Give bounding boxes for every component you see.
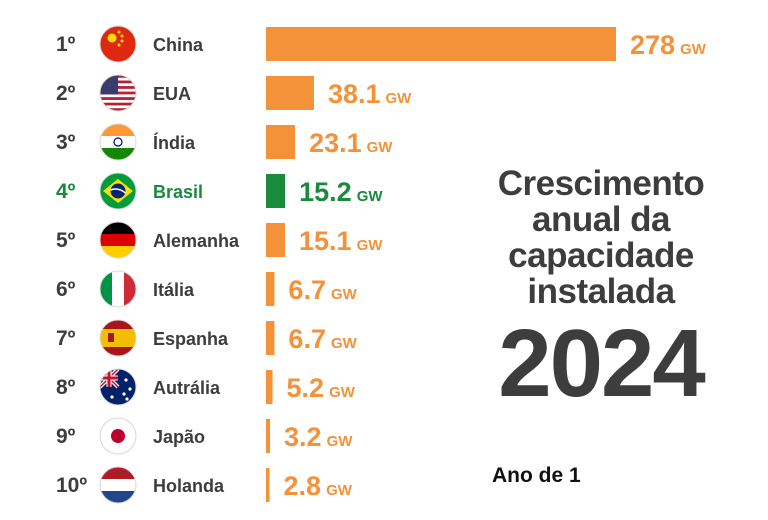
bar	[266, 27, 616, 61]
title-line-3: capacidade	[508, 236, 694, 275]
japan-flag-icon	[99, 417, 137, 455]
italy-flag-icon	[99, 270, 137, 308]
bar	[266, 125, 296, 159]
title-line-2: anual da	[532, 200, 670, 239]
rank-label: 10º	[56, 474, 87, 497]
ranking-row: 4º Brasil 15.2 GW	[56, 172, 383, 210]
rank-label: 7º	[56, 327, 76, 350]
ranking-row: 1º China 278 GW	[56, 25, 707, 63]
value-label: 15.1 GW	[299, 226, 383, 256]
country-label: EUA	[153, 84, 191, 104]
bar	[266, 468, 270, 502]
bar	[266, 370, 273, 404]
rank-label: 3º	[56, 131, 76, 154]
bar	[266, 76, 314, 110]
germany-flag-icon	[99, 221, 137, 259]
ranking-row: 8º Autrália 5.2 GW	[56, 368, 356, 406]
subtitle: Ano de 1	[492, 464, 581, 487]
country-label: Índia	[153, 132, 196, 153]
title-line-4: instalada	[527, 272, 675, 311]
ranking-row: 3º Índia 23.1 GW	[56, 123, 393, 161]
country-label: Holanda	[153, 476, 225, 496]
rank-label: 5º	[56, 229, 76, 252]
ranking-row: 9º Japão 3.2 GW	[56, 417, 353, 455]
rank-label: 2º	[56, 82, 76, 105]
ranking-row: 7º Espanha 6.7 GW	[56, 319, 358, 357]
rank-label: 4º	[56, 180, 76, 203]
bar	[266, 272, 275, 306]
value-label: 5.2 GW	[287, 373, 356, 403]
rank-label: 6º	[56, 278, 76, 301]
bar	[266, 174, 286, 208]
value-label: 2.8 GW	[284, 471, 353, 501]
value-label: 6.7 GW	[288, 324, 357, 354]
ranking-row: 2º EUA 38.1 GW	[56, 74, 412, 112]
value-label: 3.2 GW	[284, 422, 353, 452]
country-label: Alemanha	[153, 231, 240, 251]
title-block: Crescimento anual da capacidade instalad…	[470, 166, 732, 412]
country-label: Espanha	[153, 329, 229, 349]
netherlands-flag-icon	[99, 466, 137, 504]
ranking-row: 6º Itália 6.7 GW	[56, 270, 358, 308]
country-label: Brasil	[153, 182, 203, 202]
rank-label: 9º	[56, 425, 76, 448]
value-label: 6.7 GW	[288, 275, 357, 305]
rank-label: 8º	[56, 376, 76, 399]
country-label: Autrália	[153, 378, 221, 398]
bar	[266, 321, 275, 355]
usa-flag-icon	[99, 74, 137, 112]
country-label: China	[153, 35, 204, 55]
value-label: 278 GW	[630, 30, 707, 60]
india-flag-icon	[99, 123, 137, 161]
china-flag-icon	[99, 25, 137, 63]
spain-flag-icon	[99, 319, 137, 357]
australia-flag-icon	[99, 368, 137, 406]
bar	[266, 419, 271, 453]
brazil-flag-icon	[99, 172, 137, 210]
country-label: Itália	[153, 280, 195, 300]
bar	[266, 223, 286, 257]
year-label: 2024	[498, 310, 706, 417]
country-label: Japão	[153, 427, 205, 447]
ranking-row: 5º Alemanha 15.1 GW	[56, 221, 383, 259]
value-label: 38.1 GW	[328, 79, 412, 109]
rank-label: 1º	[56, 33, 76, 56]
ranking-row: 10º Holanda 2.8 GW	[56, 466, 353, 504]
value-label: 15.2 GW	[299, 177, 383, 207]
title-line-1: Crescimento	[497, 164, 705, 203]
value-label: 23.1 GW	[309, 128, 393, 158]
